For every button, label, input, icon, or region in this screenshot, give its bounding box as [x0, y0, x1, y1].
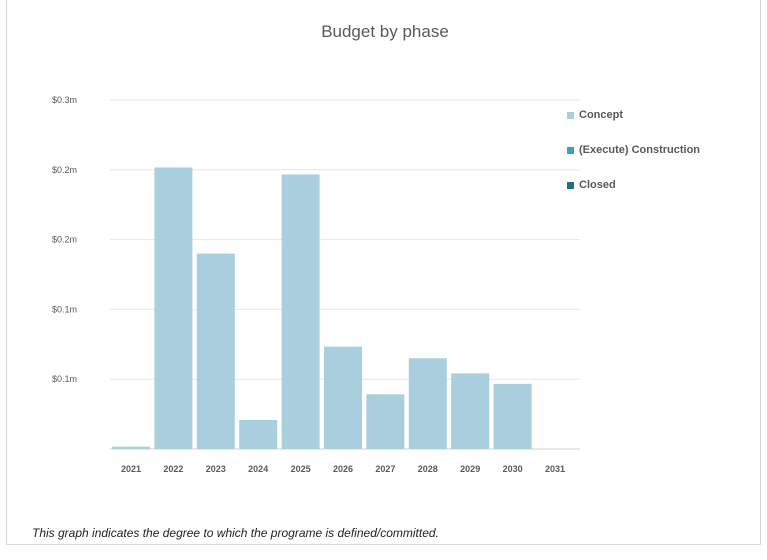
legend-swatch: [567, 146, 574, 154]
y-tick-label: $0.3m: [52, 95, 77, 105]
chart-caption: This graph indicates the degree to which…: [32, 526, 439, 540]
x-tick-label: 2022: [163, 464, 183, 474]
legend-label: Closed: [579, 179, 616, 191]
x-tick-label: 2031: [545, 464, 565, 474]
legend: Concept (Execute) Construction Closed: [567, 107, 700, 212]
legend-swatch: [567, 111, 574, 119]
x-tick-label: 2026: [333, 464, 353, 474]
chart-title: Budget by phase: [321, 22, 449, 41]
bar-2028: [408, 358, 447, 449]
bar-2023: [196, 253, 235, 449]
legend-label: (Execute) Construction: [579, 144, 701, 156]
bar-2026: [324, 346, 362, 449]
x-tick-label: 2021: [121, 464, 141, 474]
y-tick-label: $0.1m: [52, 374, 77, 384]
bar-2030: [493, 383, 532, 449]
legend-item: (Execute) Construction: [567, 142, 700, 158]
bar-2025: [281, 174, 320, 449]
chart-card: [6, 0, 761, 545]
x-tick-label: 2029: [460, 464, 480, 474]
legend-item: Closed: [567, 177, 700, 193]
bar-2022: [154, 167, 193, 449]
x-tick-label: 2028: [418, 464, 438, 474]
bar-2027: [366, 394, 405, 449]
y-tick-label: $0.1m: [52, 304, 77, 314]
bar-2029: [451, 373, 490, 449]
y-tick-label: $0.2m: [52, 235, 77, 245]
y-axis: $0.1m $0.1m $0.2m $0.2m $0.3m: [52, 95, 77, 384]
bar-2024: [239, 419, 278, 449]
x-tick-label: 2030: [503, 464, 523, 474]
x-tick-label: 2024: [248, 464, 268, 474]
x-tick-label: 2025: [291, 464, 311, 474]
legend-label: Concept: [579, 109, 623, 121]
legend-item: Concept: [567, 107, 700, 123]
bar-2021: [112, 446, 150, 449]
bars: [112, 167, 532, 449]
x-tick-label: 2023: [206, 464, 226, 474]
y-tick-label: $0.2m: [52, 165, 77, 175]
bar-chart: $0.1m$0.1m$0.2m$0.2m$0.3m 2021 2022 2023 20…: [52, 95, 580, 474]
x-tick-label: 2027: [375, 464, 395, 474]
x-axis: 2021 2022 2023 2024 2025 2026 2027 2028 2029 2030…: [121, 464, 565, 474]
legend-swatch: [567, 181, 574, 189]
